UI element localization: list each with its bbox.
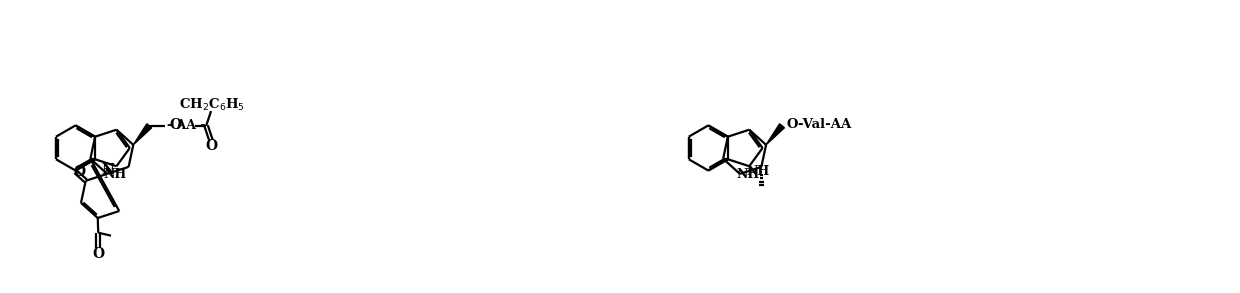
Text: NH: NH <box>737 168 759 180</box>
Text: NH: NH <box>103 168 126 180</box>
Text: O: O <box>205 139 217 153</box>
Polygon shape <box>766 124 785 145</box>
Polygon shape <box>133 124 151 145</box>
Text: O-Val-AA: O-Val-AA <box>787 118 852 131</box>
Text: CH$_2$C$_6$H$_5$: CH$_2$C$_6$H$_5$ <box>179 97 246 113</box>
Text: O: O <box>74 165 86 179</box>
Text: NH: NH <box>746 165 770 178</box>
Text: - AA -: - AA - <box>167 119 206 132</box>
Text: N: N <box>102 163 114 178</box>
Text: O: O <box>170 118 181 132</box>
Text: O: O <box>92 247 104 261</box>
